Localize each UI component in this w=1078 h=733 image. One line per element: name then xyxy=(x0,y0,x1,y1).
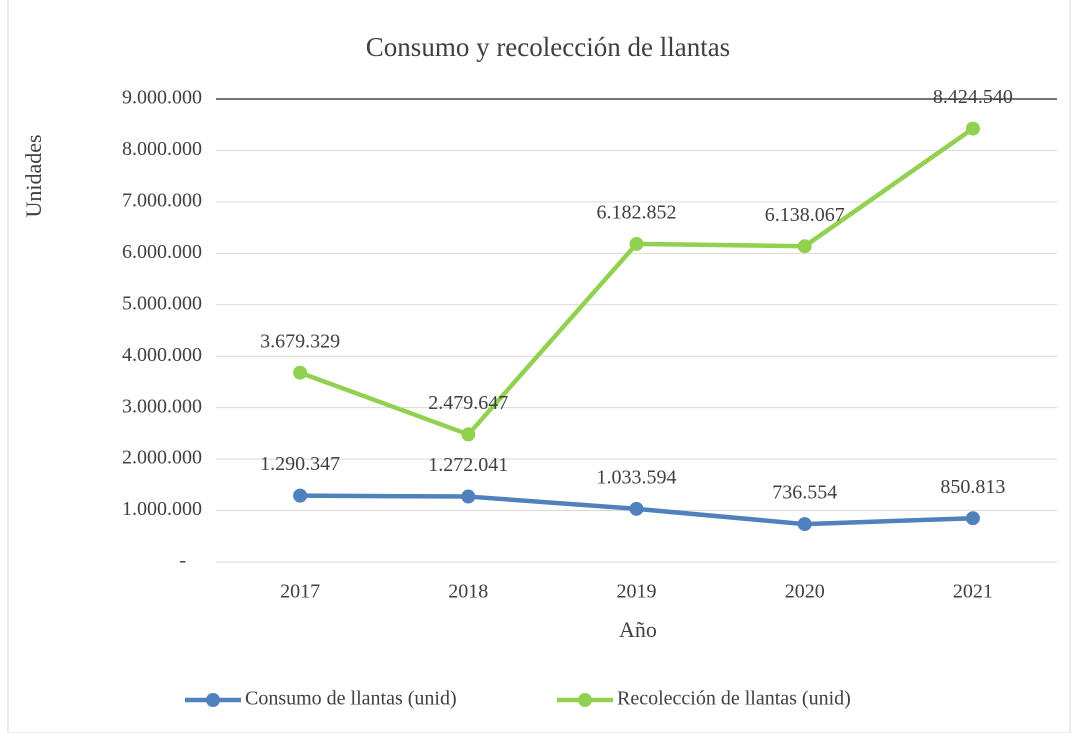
point xyxy=(797,239,812,254)
point xyxy=(629,501,644,516)
point xyxy=(461,427,476,442)
y-tick-label: 7.000.000 xyxy=(122,189,202,211)
x-tick-label: 2017 xyxy=(280,581,320,603)
data-label: 1.290.347 xyxy=(260,453,340,475)
data-label: 3.679.329 xyxy=(260,330,340,352)
data-label: 1.033.594 xyxy=(597,466,677,488)
point xyxy=(293,365,308,380)
y-tick-label: 3.000.000 xyxy=(122,395,202,417)
x-tick-label: 2018 xyxy=(448,581,488,603)
y-axis-title: Unidades xyxy=(21,134,46,217)
chart-frame xyxy=(7,0,1071,733)
point xyxy=(461,489,476,504)
legend-marker xyxy=(578,693,592,707)
data-label: 850.813 xyxy=(940,476,1005,498)
x-tick-label: 2019 xyxy=(617,581,657,603)
data-label: 2.479.647 xyxy=(428,392,508,414)
point xyxy=(965,511,980,526)
y-tick-label: 4.000.000 xyxy=(122,344,202,366)
y-tick-label: 5.000.000 xyxy=(122,292,202,314)
y-tick-label: 1.000.000 xyxy=(122,498,202,520)
point xyxy=(293,488,308,503)
y-tick-label: - xyxy=(179,550,186,572)
legend-label: Recolección de llantas (unid) xyxy=(617,688,851,710)
y-tick-label: 2.000.000 xyxy=(122,447,202,469)
y-tick-label: 9.000.000 xyxy=(122,87,202,109)
point xyxy=(629,236,644,251)
y-tick-label: 6.000.000 xyxy=(122,241,202,263)
x-tick-label: 2020 xyxy=(785,581,825,603)
legend-label: Consumo de llantas (unid) xyxy=(245,688,457,710)
x-axis-title: Año xyxy=(619,617,657,642)
point xyxy=(965,121,980,136)
data-label: 8.424.540 xyxy=(933,86,1013,108)
chart-title: Consumo y recolección de llantas xyxy=(366,32,730,62)
data-label: 736.554 xyxy=(772,482,837,504)
data-label: 6.182.852 xyxy=(597,202,677,224)
data-label: 1.272.041 xyxy=(428,454,508,476)
point xyxy=(797,517,812,532)
y-tick-label: 8.000.000 xyxy=(122,138,202,160)
legend-marker xyxy=(206,693,220,707)
data-label: 6.138.067 xyxy=(765,204,845,226)
x-tick-label: 2021 xyxy=(953,581,993,603)
